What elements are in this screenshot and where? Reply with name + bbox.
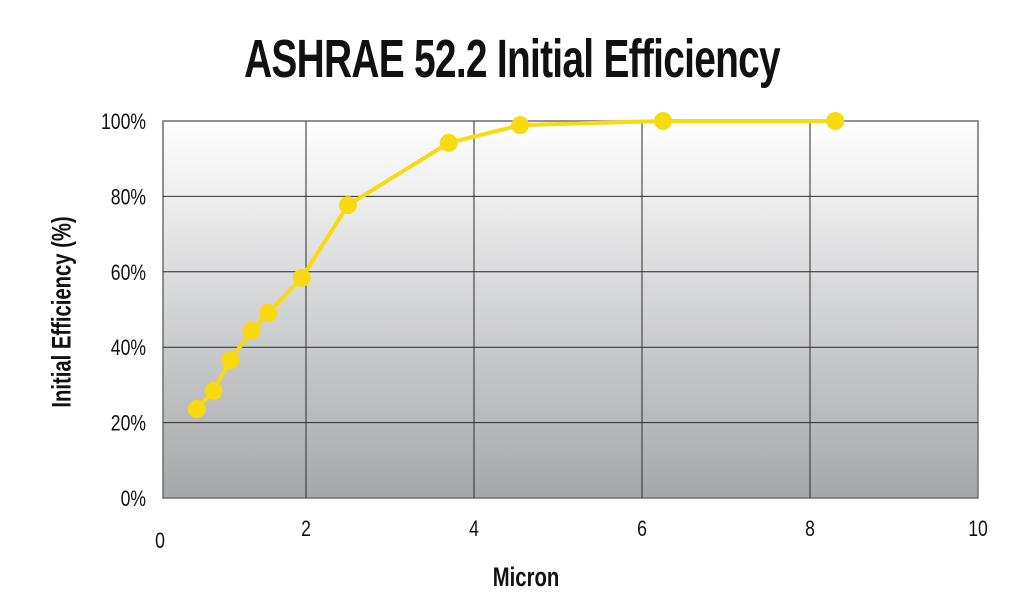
data-point — [826, 112, 845, 130]
x-tick-label: 6 — [637, 517, 647, 541]
x-tick-label: 0 — [155, 529, 165, 553]
data-point — [654, 112, 672, 130]
data-point — [187, 400, 206, 419]
data-point — [292, 268, 311, 287]
y-tick-label: 80% — [111, 186, 146, 210]
data-point — [204, 381, 223, 400]
data-point — [339, 196, 357, 215]
data-point — [439, 133, 458, 152]
y-tick-label: 20% — [111, 412, 146, 436]
y-tick-label: 100% — [101, 110, 146, 134]
data-point — [511, 116, 530, 135]
chart-title: ASHRAE 52.2 Initial Efficiency — [244, 29, 781, 89]
x-tick-label: 10 — [968, 517, 988, 541]
x-tick-label: 2 — [301, 517, 311, 541]
x-tick-label: 8 — [805, 517, 815, 541]
y-tick-label: 0% — [121, 487, 146, 511]
data-point — [242, 321, 261, 340]
x-tick-label: 4 — [469, 517, 479, 541]
data-point — [259, 303, 278, 322]
plot-area — [162, 120, 979, 499]
x-axis-label: Micron — [492, 562, 560, 592]
y-tick-label: 60% — [111, 261, 146, 285]
y-tick-label: 40% — [111, 336, 146, 360]
data-point — [221, 351, 240, 370]
